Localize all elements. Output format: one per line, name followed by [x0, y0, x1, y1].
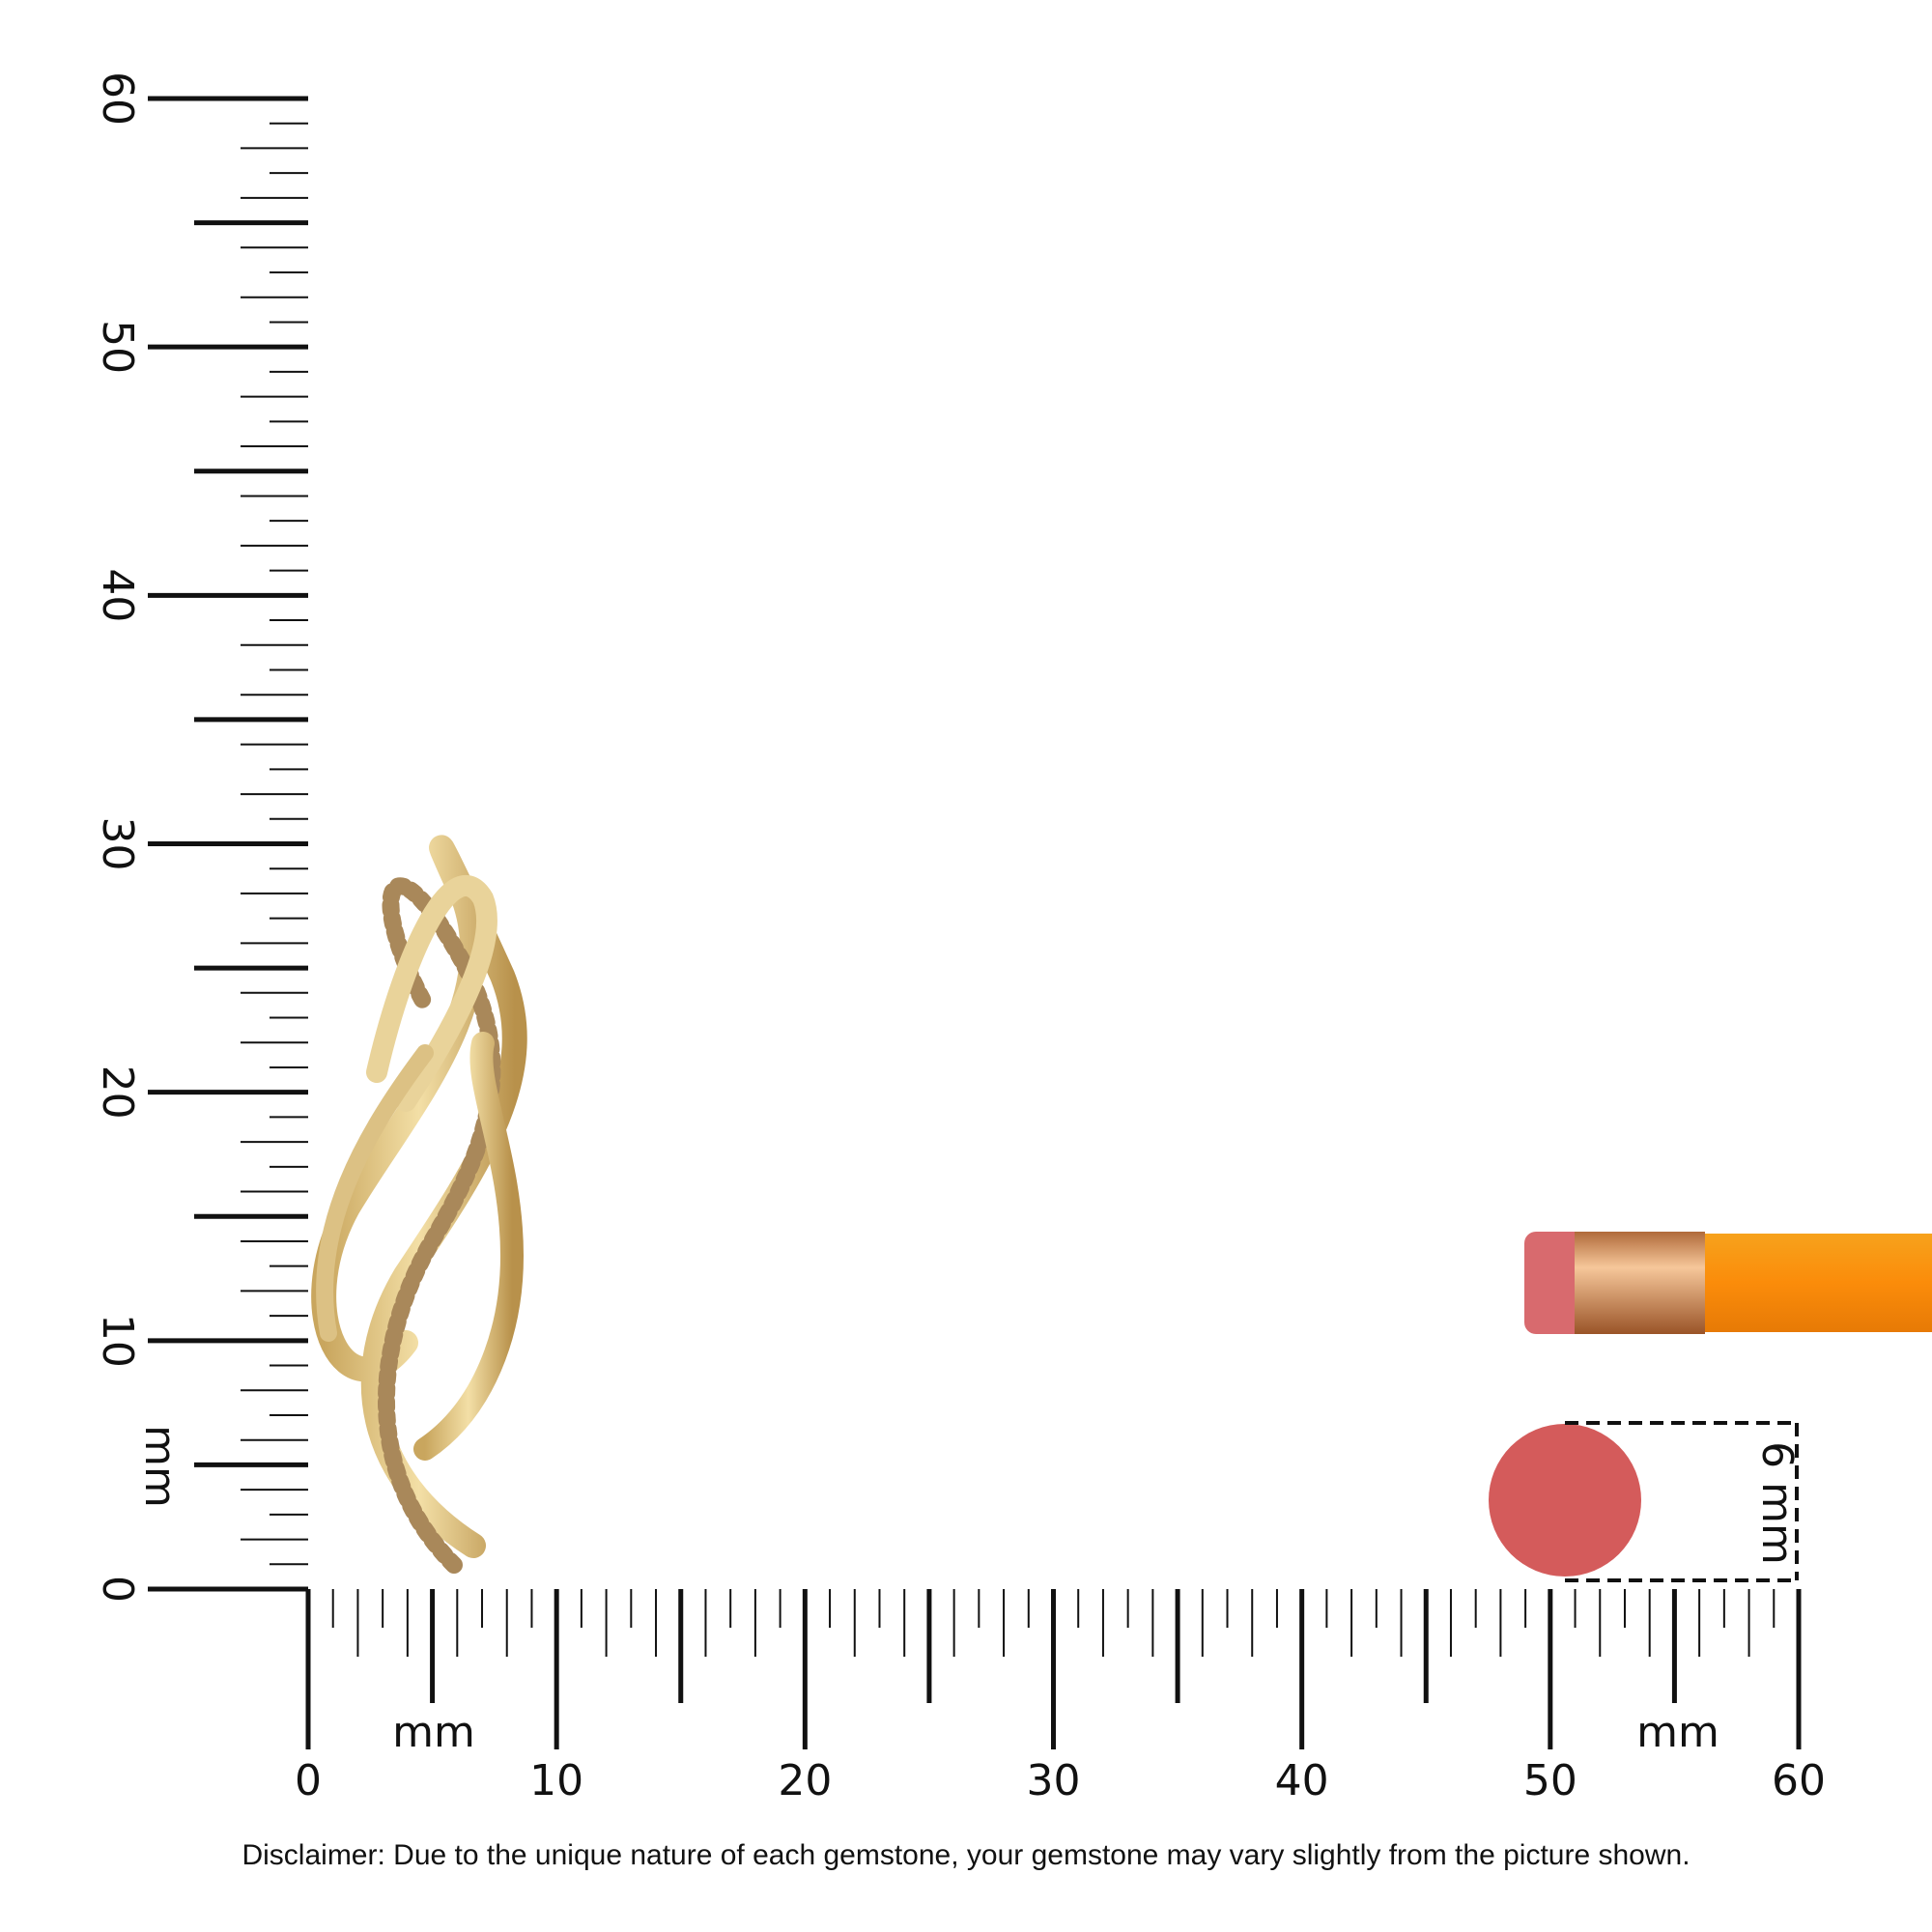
x-label: 20: [778, 1756, 832, 1805]
y-label: 10: [93, 1314, 142, 1368]
pendant: [311, 835, 527, 1574]
coin-label: 6 mm: [1752, 1441, 1802, 1565]
x-label: 10: [529, 1756, 583, 1805]
x-label: 50: [1523, 1756, 1577, 1805]
y-label: 40: [93, 568, 142, 622]
vertical-unit: mm: [135, 1425, 185, 1508]
coin-dimension: [1565, 1421, 1799, 1582]
x-label: 0: [295, 1756, 322, 1805]
horizontal-unit: mm: [392, 1708, 475, 1757]
horizontal-unit: mm: [1636, 1708, 1719, 1757]
disclaimer: Disclaimer: Due to the unique nature of …: [242, 1839, 1690, 1871]
pencil: [1524, 1232, 1932, 1334]
x-label: 40: [1275, 1756, 1329, 1805]
y-label: 20: [93, 1065, 142, 1120]
ruler-ticks: [148, 96, 1802, 1749]
x-label: 60: [1772, 1756, 1826, 1805]
y-label: 0: [93, 1576, 142, 1603]
y-label: 30: [93, 817, 142, 871]
eraser-coin: [1489, 1424, 1641, 1577]
y-label: 60: [93, 71, 142, 126]
x-label: 30: [1027, 1756, 1081, 1805]
y-label: 50: [93, 320, 142, 374]
